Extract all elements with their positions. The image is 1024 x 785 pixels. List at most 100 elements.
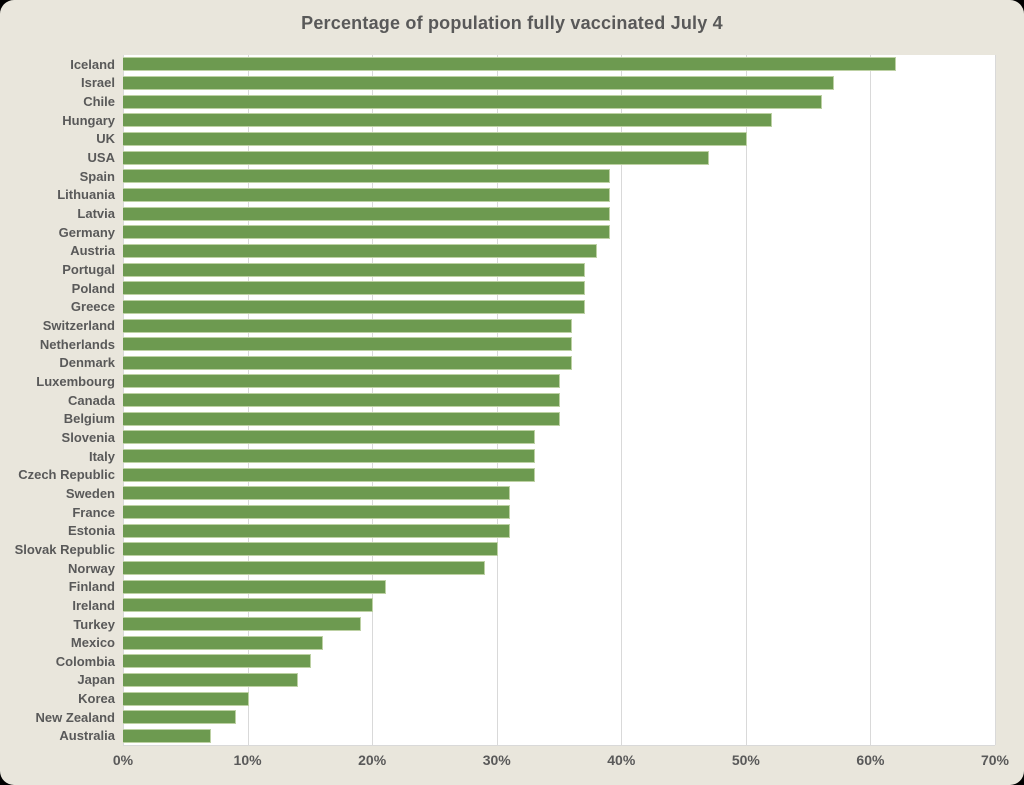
bar-row: Portugal xyxy=(0,260,995,279)
country-label: Colombia xyxy=(55,653,115,669)
bar xyxy=(123,262,585,277)
country-label: Portugal xyxy=(62,262,115,278)
bar-row: Hungary xyxy=(0,111,995,130)
country-label: Netherlands xyxy=(39,336,115,352)
bar-track xyxy=(123,74,995,93)
x-axis: 0% 10% 20% 30% 40% 50% 60% 70% xyxy=(0,752,1024,778)
bar xyxy=(123,169,610,184)
bar-row: Netherlands xyxy=(0,335,995,354)
country-label: Chile xyxy=(83,94,115,110)
bar-row: New Zealand xyxy=(0,708,995,727)
country-label: Estonia xyxy=(68,523,115,539)
bar-row: Norway xyxy=(0,559,995,578)
bar-row: Mexico xyxy=(0,633,995,652)
bar-track xyxy=(123,671,995,690)
country-label: UK xyxy=(96,131,115,147)
bar-row: Italy xyxy=(0,447,995,466)
bar-track xyxy=(123,148,995,167)
country-label: Slovenia xyxy=(61,429,115,445)
bar xyxy=(123,672,299,687)
bar-track xyxy=(123,577,995,596)
bar-track xyxy=(123,335,995,354)
bar-track xyxy=(123,298,995,317)
country-label: Luxembourg xyxy=(36,373,115,389)
country-label: Sweden xyxy=(65,485,115,501)
bar-track xyxy=(123,615,995,634)
bar-row: Luxembourg xyxy=(0,372,995,391)
bar xyxy=(123,355,573,370)
bar-track xyxy=(123,633,995,652)
bar xyxy=(123,467,536,482)
country-label: Spain xyxy=(79,168,115,184)
bar xyxy=(123,393,560,408)
country-label: Hungary xyxy=(62,112,115,128)
x-tick-label: 10% xyxy=(233,752,262,768)
bar-track xyxy=(123,521,995,540)
country-label: Belgium xyxy=(63,411,115,427)
bar xyxy=(123,187,610,202)
bar xyxy=(123,728,212,743)
country-label: Finland xyxy=(68,579,115,595)
bar-track xyxy=(123,559,995,578)
bar-row: Estonia xyxy=(0,521,995,540)
bar-row: Japan xyxy=(0,671,995,690)
bar xyxy=(123,206,610,221)
country-label: Austria xyxy=(70,243,115,259)
chart-title: Percentage of population fully vaccinate… xyxy=(301,13,723,33)
bar-track xyxy=(123,689,995,708)
bar-row: Australia xyxy=(0,727,995,746)
country-label: Italy xyxy=(88,448,115,464)
bar-row: Sweden xyxy=(0,484,995,503)
bar xyxy=(123,523,511,538)
bar xyxy=(123,337,573,352)
bar xyxy=(123,542,498,557)
bar-row: Turkey xyxy=(0,615,995,634)
bar xyxy=(123,411,560,426)
bar-track xyxy=(123,130,995,149)
bar-row: Israel xyxy=(0,74,995,93)
country-label: Israel xyxy=(81,75,115,91)
country-label: Ireland xyxy=(72,597,115,613)
bar-track xyxy=(123,372,995,391)
bar-row: Czech Republic xyxy=(0,465,995,484)
x-tick-label: 50% xyxy=(731,752,760,768)
bar xyxy=(123,710,237,725)
bar-track xyxy=(123,223,995,242)
bar-row: USA xyxy=(0,148,995,167)
bar-track xyxy=(123,652,995,671)
bar-track xyxy=(123,167,995,186)
country-label: Mexico xyxy=(70,635,115,651)
bar xyxy=(123,299,585,314)
country-label: USA xyxy=(87,150,115,166)
bar-row: Korea xyxy=(0,689,995,708)
bar xyxy=(123,131,747,146)
bar xyxy=(123,113,772,128)
bar-track xyxy=(123,204,995,223)
bar-row: UK xyxy=(0,130,995,149)
bar-track xyxy=(123,428,995,447)
bar xyxy=(123,486,511,501)
bar-track xyxy=(123,447,995,466)
bar-track xyxy=(123,186,995,205)
country-label: Denmark xyxy=(59,355,115,371)
bar-track xyxy=(123,409,995,428)
bar-track xyxy=(123,727,995,746)
bar-track xyxy=(123,503,995,522)
bar-track xyxy=(123,484,995,503)
bar xyxy=(123,75,835,90)
country-label: Norway xyxy=(68,560,115,576)
bar-row: Spain xyxy=(0,167,995,186)
country-label: France xyxy=(72,504,115,520)
country-label: Czech Republic xyxy=(18,467,115,483)
country-label: Greece xyxy=(70,299,115,315)
country-label: Australia xyxy=(59,728,115,744)
bar-track xyxy=(123,354,995,373)
x-tick-label: 0% xyxy=(112,752,134,768)
bar-row: Chile xyxy=(0,92,995,111)
bar-row: Canada xyxy=(0,391,995,410)
bar-row: Slovak Republic xyxy=(0,540,995,559)
bar xyxy=(123,430,536,445)
bar xyxy=(123,449,536,464)
country-label: Lithuania xyxy=(57,187,115,203)
